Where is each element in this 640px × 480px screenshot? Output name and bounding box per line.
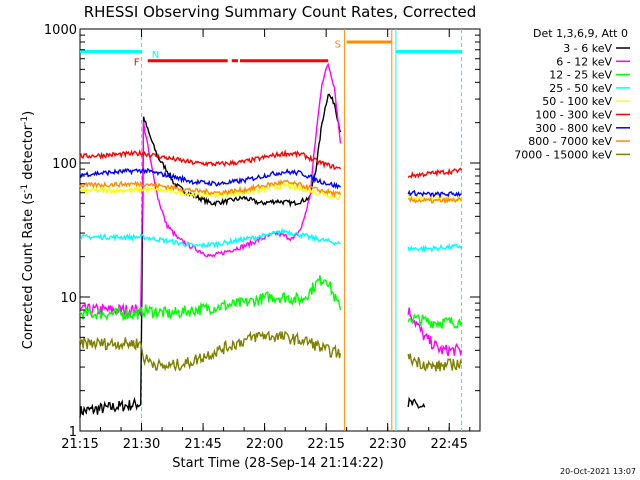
- y-axis-label-sup2: -1: [20, 116, 30, 125]
- x-tick-label-4: 22:15: [307, 437, 344, 452]
- annotation-N: N: [152, 50, 159, 61]
- legend-label-2: 12 - 25 keV: [549, 69, 612, 82]
- y-tick-label-1: 10: [60, 291, 77, 306]
- legend-title: Det 1,3,6,9, Att 0: [533, 27, 628, 40]
- y-axis-label: Corrected Count Rate (s-1 detector-1): [20, 111, 36, 349]
- y-tick-label-0: 1: [69, 425, 77, 440]
- x-axis: 21:15 21:30 21:45 22:00 22:15 22:30 22:45: [61, 29, 471, 452]
- series-line-3: [79, 227, 463, 253]
- y-axis-label-c: ): [21, 111, 36, 116]
- legend-label-6: 300 - 800 keV: [535, 122, 612, 135]
- legend-label-0: 3 - 6 keV: [563, 42, 612, 55]
- y-tick-label-3: 1000: [44, 23, 77, 38]
- y-axis: 1 10 100 1000: [44, 23, 480, 440]
- x-tick-label-1: 21:30: [123, 437, 160, 452]
- annotation-S: S: [335, 39, 341, 50]
- legend-label-8: 7000 - 15000 keV: [514, 148, 612, 161]
- legend-label-4: 50 - 100 keV: [542, 95, 612, 108]
- series-line-4: [79, 182, 463, 203]
- x-tick-label-5: 22:30: [369, 437, 406, 452]
- series-line-8: [79, 330, 463, 372]
- series-layer: [79, 62, 463, 418]
- x-tick-label-6: 22:45: [430, 437, 467, 452]
- footer-date: 20-Oct-2021 13:07: [560, 467, 636, 476]
- series-line-5: [79, 148, 463, 179]
- chart-title: RHESSI Observing Summary Count Rates, Co…: [84, 3, 477, 21]
- legend-label-5: 100 - 300 keV: [535, 109, 612, 122]
- y-tick-label-2: 100: [52, 157, 77, 172]
- series-line-6: [79, 167, 462, 199]
- series-line-2: [79, 275, 463, 330]
- annotation-F: F: [134, 58, 140, 69]
- series-line-7: [79, 179, 462, 204]
- legend-label-1: 6 - 12 keV: [556, 55, 612, 68]
- legend-label-3: 25 - 50 keV: [549, 82, 612, 95]
- x-axis-label: Start Time (28-Sep-14 21:14:22): [172, 456, 383, 471]
- plot-area: N F S: [80, 29, 463, 431]
- series-line-0: [79, 93, 426, 418]
- y-axis-label-a: Corrected Count Rate (s: [21, 193, 36, 350]
- series-line-1: [79, 62, 463, 357]
- y-axis-label-b: detector: [21, 124, 36, 184]
- plot-frame: [79, 28, 481, 432]
- y-axis-label-sup1: -1: [20, 184, 30, 193]
- legend-label-7: 800 - 7000 keV: [528, 135, 612, 148]
- x-tick-label-2: 21:45: [184, 437, 221, 452]
- x-tick-label-3: 22:00: [246, 437, 283, 452]
- x-tick-label-0: 21:15: [61, 437, 98, 452]
